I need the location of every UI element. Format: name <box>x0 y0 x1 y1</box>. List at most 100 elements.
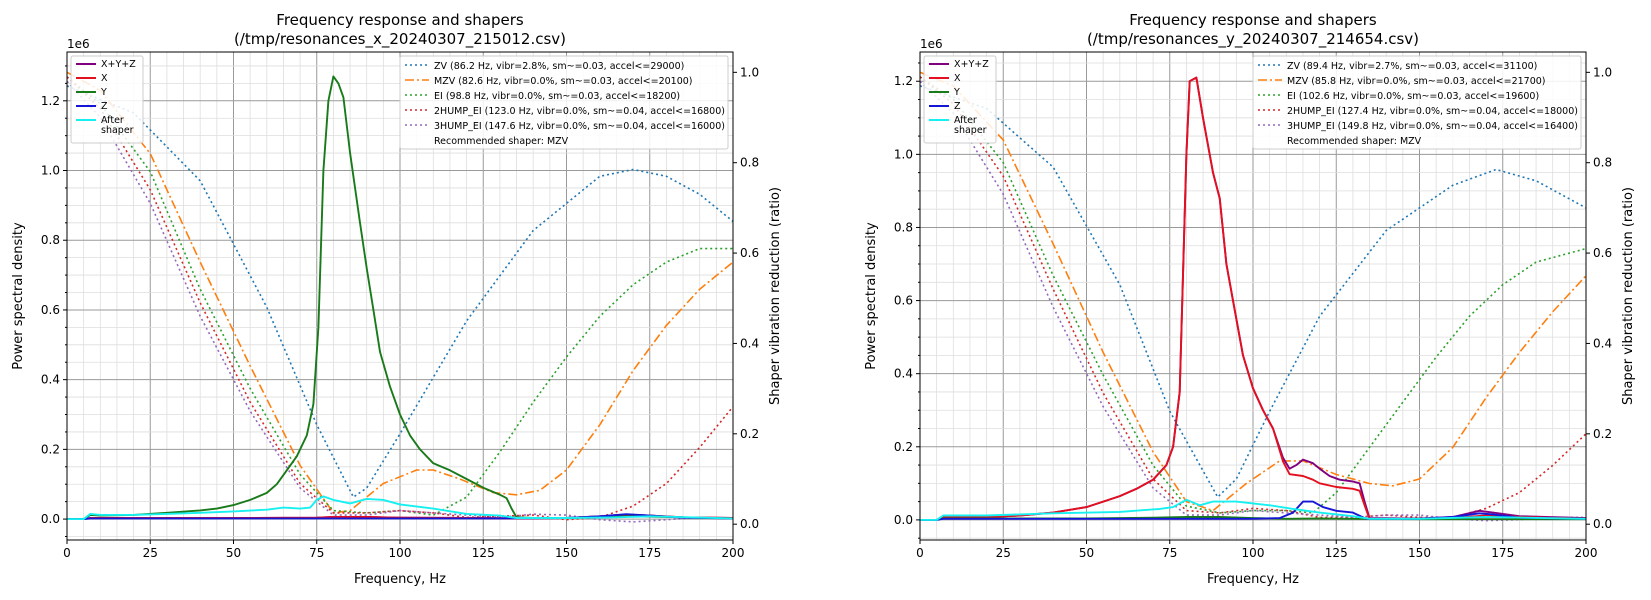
legend-label: Z <box>954 101 961 112</box>
y-right-tick-label: 0.8 <box>740 156 759 170</box>
psd-curve <box>920 500 1587 521</box>
y-right-tick-label: 0.4 <box>1593 336 1612 350</box>
psd-curve <box>920 498 1587 521</box>
legend-label: EI (98.8 Hz, vibr=0.0%, sm~=0.03, accel<… <box>434 91 680 102</box>
y-right-tick-label: 0.6 <box>1593 246 1612 260</box>
x-tick-label: 200 <box>1575 546 1598 560</box>
x-tick-label: 175 <box>638 546 661 560</box>
x-tick-label: 175 <box>1491 546 1514 560</box>
x-tick-label: 100 <box>1242 546 1265 560</box>
legend-right: ZV (86.2 Hz, vibr=2.8%, sm~=0.03, accel<… <box>399 55 729 150</box>
x-tick-label: 150 <box>1408 546 1431 560</box>
legend-label: MZV (82.6 Hz, vibr=0.0%, sm~=0.03, accel… <box>434 76 693 87</box>
y-right-tick-label: 1.0 <box>1593 65 1612 79</box>
recommendation-label: Recommended shaper: MZV <box>1287 136 1422 147</box>
legend-right-box <box>1252 55 1582 150</box>
chart-2: 0 25 50 75 100 125 150 175 200 0.0 0.2 0.4 0.6 0.8 1.0… <box>864 11 1636 587</box>
y-tick-label: 1.2 <box>894 74 913 88</box>
shaper-curve <box>919 76 1587 514</box>
y-tick-label: 1.0 <box>41 164 60 178</box>
x-tick-label: 50 <box>226 546 241 560</box>
y-tick-label: 0.6 <box>894 294 913 308</box>
legend-label: 2HUMP_EI (123.0 Hz, vibr=0.0%, sm~=0.04,… <box>434 106 725 117</box>
legend-label: shaper <box>101 125 134 136</box>
y-tick-label: 0.2 <box>41 442 60 456</box>
legend-label: 3HUMP_EI (147.6 Hz, vibr=0.0%, sm~=0.04,… <box>434 121 725 132</box>
legend-label: After <box>101 115 124 126</box>
chart-subtitle: (/tmp/resonances_x_20240307_215012.csv) <box>234 30 566 49</box>
x-tick-label: 125 <box>1325 546 1348 560</box>
y-right-axis-label: Shaper vibration reduction (ratio) <box>1621 187 1636 405</box>
x-tick-label: 0 <box>63 546 71 560</box>
x-tick-label: 100 <box>389 546 412 560</box>
shaper-curve <box>66 76 734 521</box>
shaper-curve <box>919 76 1587 519</box>
y-tick-label: 0.8 <box>41 233 60 247</box>
y-right-tick-label: 0.4 <box>740 336 759 350</box>
y-offset-label: 1e6 <box>67 37 90 51</box>
x-tick-label: 25 <box>143 546 158 560</box>
legend-label: ZV (86.2 Hz, vibr=2.8%, sm~=0.03, accel<… <box>434 61 684 72</box>
y-right-tick-label: 0.6 <box>740 246 759 260</box>
legend-label: MZV (85.8 Hz, vibr=0.0%, sm~=0.03, accel… <box>1287 76 1546 87</box>
y-right-tick-label: 0.2 <box>1593 427 1612 441</box>
y-axis-label: Power spectral density <box>864 222 879 370</box>
legend-right: ZV (89.4 Hz, vibr=2.7%, sm~=0.03, accel<… <box>1252 55 1582 150</box>
recommendation-label: Recommended shaper: MZV <box>434 136 569 147</box>
y-right-tick-label: 1.0 <box>740 65 759 79</box>
shaper-curve <box>919 71 1587 512</box>
chart-title: Frequency response and shapers <box>1129 11 1377 29</box>
legend-label: Y <box>100 87 107 98</box>
psd-curve <box>920 76 1587 521</box>
y-tick-label: 0.4 <box>894 367 913 381</box>
legend-label: X <box>954 73 961 84</box>
x-tick-label: 125 <box>472 546 495 560</box>
y-tick-label: 1.2 <box>41 94 60 108</box>
y-tick-label: 0.6 <box>41 303 60 317</box>
x-tick-label: 75 <box>309 546 324 560</box>
y-tick-label: 1.0 <box>894 147 913 161</box>
shaper-curve <box>919 85 1587 498</box>
chart-subtitle: (/tmp/resonances_y_20240307_214654.csv) <box>1087 30 1419 49</box>
legend-label: 2HUMP_EI (127.4 Hz, vibr=0.0%, sm~=0.04,… <box>1287 106 1578 117</box>
psd-curve <box>67 75 734 521</box>
shaper-curve <box>66 80 734 523</box>
y-axis-label: Power spectral density <box>11 222 26 370</box>
legend-label: EI (102.6 Hz, vibr=0.0%, sm~=0.03, accel… <box>1287 91 1539 102</box>
x-tick-label: 200 <box>722 546 745 560</box>
legend-label: Z <box>101 101 108 112</box>
y-right-tick-label: 0.0 <box>740 517 759 531</box>
y-tick-label: 0.4 <box>41 373 60 387</box>
legend-right-box <box>399 55 729 150</box>
legend-label: X+Y+Z <box>954 59 989 70</box>
x-tick-label: 25 <box>996 546 1011 560</box>
legend-label: X <box>101 73 108 84</box>
y-offset-label: 1e6 <box>920 37 943 51</box>
y-right-tick-label: 0.0 <box>1593 517 1612 531</box>
x-axis-label: Frequency, Hz <box>1207 572 1299 587</box>
y-tick-label: 0.2 <box>894 440 913 454</box>
x-tick-label: 150 <box>555 546 578 560</box>
legend-label: X+Y+Z <box>101 59 136 70</box>
legend-label: shaper <box>954 125 987 136</box>
y-right-tick-label: 0.8 <box>1593 156 1612 170</box>
x-tick-label: 75 <box>1162 546 1177 560</box>
shaper-curve <box>66 71 734 514</box>
chart-title: Frequency response and shapers <box>276 11 524 29</box>
legend-label: Y <box>953 87 960 98</box>
legend-label: 3HUMP_EI (149.8 Hz, vibr=0.0%, sm~=0.04,… <box>1287 121 1578 132</box>
legend-label: After <box>954 115 977 126</box>
psd-curve <box>67 495 734 521</box>
x-tick-label: 0 <box>916 546 924 560</box>
shaper-curve <box>919 80 1586 522</box>
x-axis-label: Frequency, Hz <box>354 572 446 587</box>
y-right-axis-label: Shaper vibration reduction (ratio) <box>768 187 783 405</box>
y-tick-label: 0.0 <box>894 513 913 527</box>
legend-label: ZV (89.4 Hz, vibr=2.7%, sm~=0.03, accel<… <box>1287 61 1537 72</box>
x-tick-label: 50 <box>1079 546 1094 560</box>
y-tick-label: 0.0 <box>41 512 60 526</box>
chart-1: 0 25 50 75 100 125 150 175 200 0.0 0.2 0.4 0.6 0.8 1.0… <box>11 11 783 587</box>
